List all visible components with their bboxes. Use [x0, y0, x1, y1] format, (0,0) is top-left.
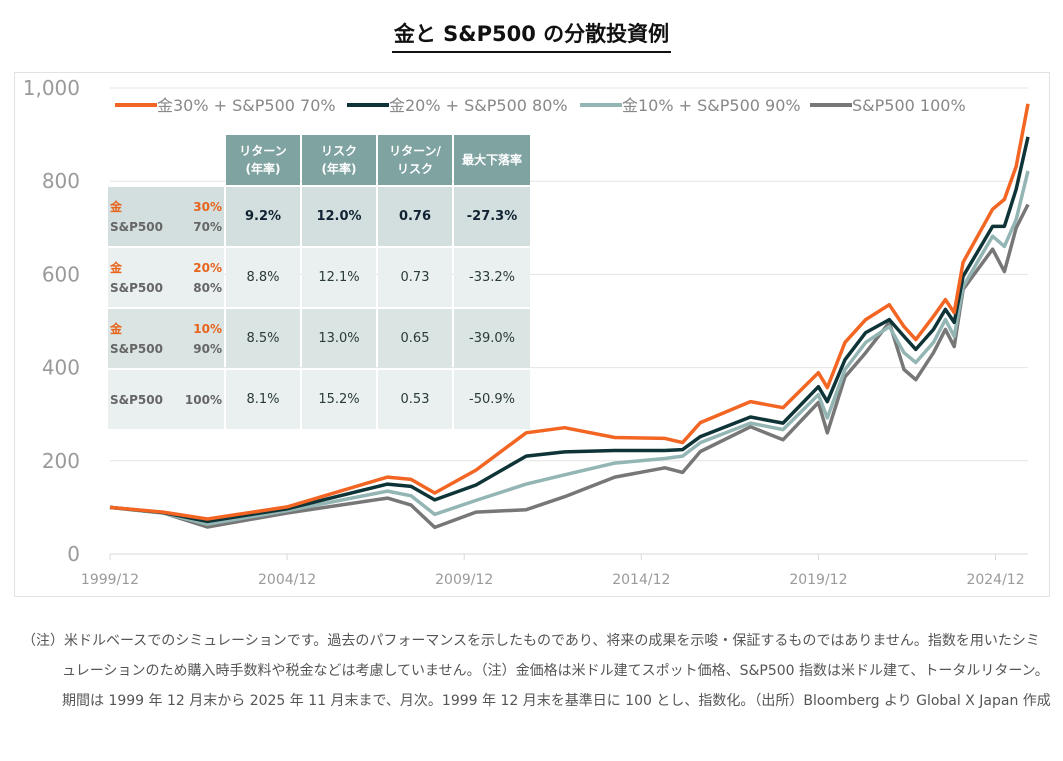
table-cell: 12.0%: [302, 187, 376, 246]
table-cell: 0.73: [378, 248, 452, 307]
sp-label: S&P500: [110, 392, 163, 407]
gold-label: 金: [110, 321, 123, 336]
legend-label: 金30% + S&P500 70%: [157, 96, 336, 115]
chart-title: 金と S&P500 の分散投資例: [391, 22, 672, 53]
table-cell: -50.9%: [454, 370, 530, 429]
x-tick-label: 2009/12: [435, 572, 493, 588]
sp-label: S&P500: [110, 341, 163, 356]
sp-pct: 80%: [193, 280, 222, 295]
gold-label: 金: [110, 260, 123, 275]
y-tick-label: 0: [67, 542, 80, 566]
allocation-label: 金 20% S&P500 80%: [108, 248, 224, 307]
sp-pct: 70%: [193, 219, 222, 234]
table-row: 金 30% S&P500 70% 9.2% 12.0% 0.76 -27.3%: [108, 187, 530, 246]
table-cell: 8.5%: [226, 309, 300, 368]
x-tick-label: 2014/12: [612, 572, 670, 588]
table-cell: 13.0%: [302, 309, 376, 368]
header-text: (年率): [245, 162, 281, 176]
legend-label: S&P500 100%: [852, 96, 966, 115]
series-line: [109, 170, 1030, 526]
table-cell: -39.0%: [454, 309, 530, 368]
legend-label: 金10% + S&P500 90%: [622, 96, 801, 115]
series-line: [109, 136, 1030, 524]
sp-pct: 100%: [184, 392, 222, 407]
allocation-label: 金 30% S&P500 70%: [108, 187, 224, 246]
gold-pct: 10%: [193, 321, 222, 336]
gold-pct: 20%: [193, 260, 222, 275]
header-text: リターン/: [389, 144, 441, 158]
header-risk: リスク (年率): [302, 135, 376, 185]
sp-label: S&P500: [110, 219, 163, 234]
footnote-text: （注）米ドルベースでのシミュレーションです。過去のパフォーマンスを示したものであ…: [22, 633, 1051, 709]
y-tick-label: 600: [42, 262, 80, 286]
table-row: S&P500 100% 8.1% 15.2% 0.53 -50.9%: [108, 370, 530, 429]
footnote: （注）米ドルベースでのシミュレーションです。過去のパフォーマンスを示したものであ…: [22, 626, 1052, 716]
table-cell: 0.53: [378, 370, 452, 429]
sp-label: S&P500: [110, 280, 163, 295]
table-cell: 12.1%: [302, 248, 376, 307]
table-corner: [108, 135, 224, 185]
x-tick-label: 2004/12: [258, 572, 316, 588]
header-max-drawdown: 最大下落率: [454, 135, 530, 185]
x-tick-label: 2019/12: [789, 572, 847, 588]
y-tick-label: 400: [42, 356, 80, 380]
table-cell: -33.2%: [454, 248, 530, 307]
header-text: リターン: [239, 144, 287, 158]
stats-table: リターン (年率) リスク (年率) リターン/リスク 最大下落率 金 30% S&P5…: [106, 133, 532, 431]
header-text: (年率): [321, 162, 357, 176]
header-return: リターン (年率): [226, 135, 300, 185]
table-cell: -27.3%: [454, 187, 530, 246]
table-row: 金 20% S&P500 80% 8.8% 12.1% 0.73 -33.2%: [108, 248, 530, 307]
line-chart: 0 200 400 600 800 1,000 1999/12 2004/12 2009/12 2…: [23, 76, 1030, 588]
table-header-row: リターン (年率) リスク (年率) リターン/リスク 最大下落率: [108, 135, 530, 185]
legend-label: 金20% + S&P500 80%: [389, 96, 568, 115]
table-cell: 8.8%: [226, 248, 300, 307]
header-text: リスク: [320, 144, 357, 158]
gold-pct: 30%: [193, 199, 222, 214]
header-return-risk: リターン/リスク: [378, 135, 452, 185]
header-text: リスク: [396, 162, 433, 176]
gold-label: 金: [110, 199, 123, 214]
table-cell: 15.2%: [302, 370, 376, 429]
series-line: [109, 203, 1030, 530]
table-row: 金 10% S&P500 90% 8.5% 13.0% 0.65 -39.0%: [108, 309, 530, 368]
allocation-label: S&P500 100%: [108, 370, 224, 429]
chart-frame: [14, 72, 1050, 597]
chart-title-wrap: 金と S&P500 の分散投資例: [0, 18, 1063, 53]
allocation-label: 金 10% S&P500 90%: [108, 309, 224, 368]
header-text: 最大下落率: [461, 153, 522, 167]
y-tick-label: 800: [42, 169, 80, 193]
table-cell: 0.76: [378, 187, 452, 246]
y-tick-label: 200: [42, 449, 80, 473]
x-tick-label: 1999/12: [81, 572, 139, 588]
sp-pct: 90%: [193, 341, 222, 356]
y-tick-label: 1,000: [23, 76, 80, 100]
series-line: [109, 103, 1030, 521]
table-cell: 8.1%: [226, 370, 300, 429]
table-cell: 0.65: [378, 309, 452, 368]
x-tick-label: 2024/12: [966, 572, 1024, 588]
table-cell: 9.2%: [226, 187, 300, 246]
